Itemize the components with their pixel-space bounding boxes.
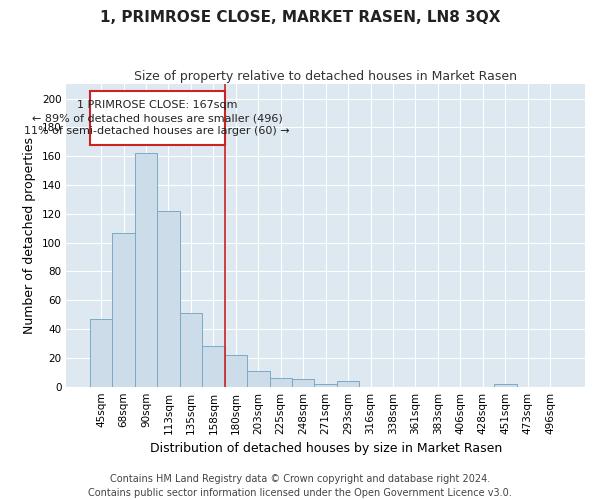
Bar [224, 355, 247, 386]
Bar [202, 346, 224, 387]
X-axis label: Distribution of detached houses by size in Market Rasen: Distribution of detached houses by size … [149, 442, 502, 455]
Bar [269, 378, 292, 386]
Bar [157, 211, 179, 386]
Bar [494, 384, 517, 386]
Bar [337, 381, 359, 386]
Bar [179, 313, 202, 386]
Y-axis label: Number of detached properties: Number of detached properties [23, 137, 36, 334]
Bar [112, 232, 135, 386]
Bar [135, 154, 157, 386]
Bar [292, 380, 314, 386]
Text: Contains HM Land Registry data © Crown copyright and database right 2024.
Contai: Contains HM Land Registry data © Crown c… [88, 474, 512, 498]
Bar [90, 319, 112, 386]
Text: 1 PRIMROSE CLOSE: 167sqm
← 89% of detached houses are smaller (496)
11% of semi-: 1 PRIMROSE CLOSE: 167sqm ← 89% of detach… [25, 100, 290, 136]
Bar [247, 371, 269, 386]
FancyBboxPatch shape [90, 92, 224, 144]
Title: Size of property relative to detached houses in Market Rasen: Size of property relative to detached ho… [134, 70, 517, 83]
Bar [314, 384, 337, 386]
Text: 1, PRIMROSE CLOSE, MARKET RASEN, LN8 3QX: 1, PRIMROSE CLOSE, MARKET RASEN, LN8 3QX [100, 10, 500, 25]
